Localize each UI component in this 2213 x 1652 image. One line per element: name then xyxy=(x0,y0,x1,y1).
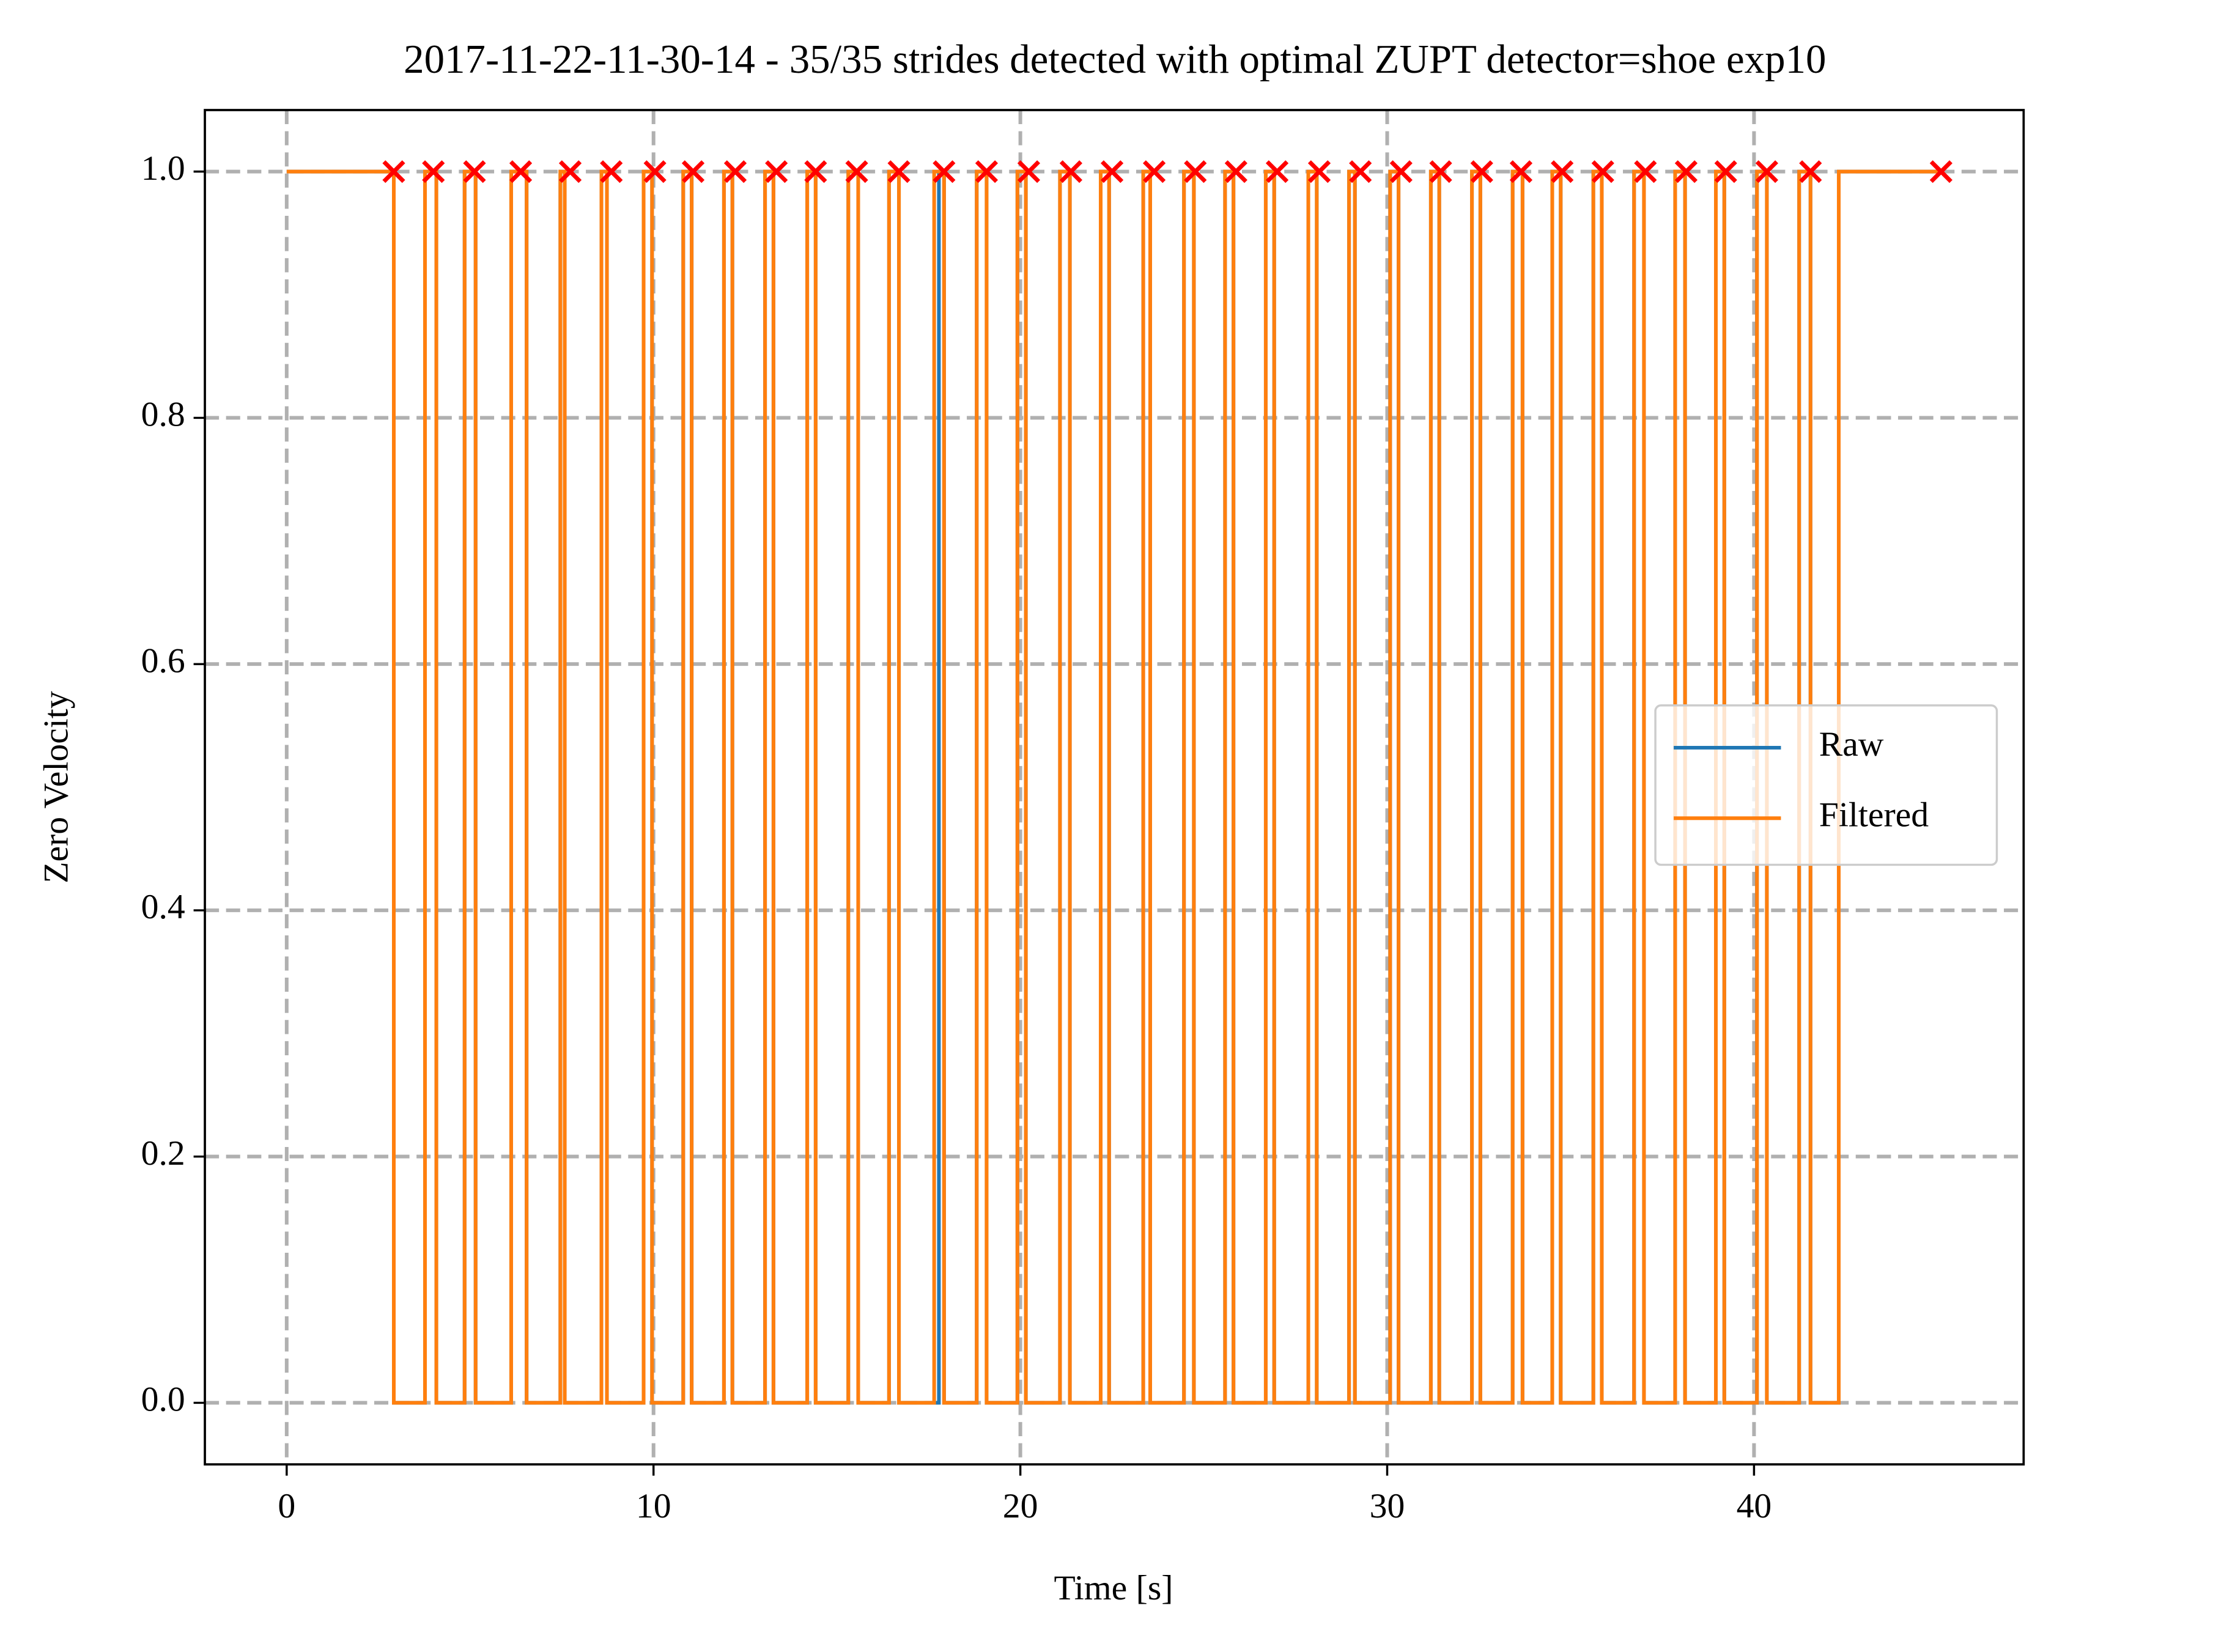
stride-marker xyxy=(1755,160,1778,183)
x-tick-label: 40 xyxy=(1737,1487,1772,1525)
stride-marker xyxy=(1224,160,1247,183)
stride-marker xyxy=(804,160,827,183)
stride-marker xyxy=(975,160,999,183)
stride-marker xyxy=(1265,160,1289,183)
stride-marker xyxy=(1634,160,1657,183)
stride-marker xyxy=(1429,160,1452,183)
chart-title: 2017-11-22-11-30-14 - 35/35 strides dete… xyxy=(404,37,1826,82)
stride-marker xyxy=(1349,160,1372,183)
stride-marker xyxy=(845,160,868,183)
stride-marker xyxy=(723,160,747,183)
stride-marker xyxy=(1100,160,1124,183)
legend: Raw Filtered xyxy=(1654,704,1998,866)
legend-label: Filtered xyxy=(1819,796,1929,835)
x-tick-label: 20 xyxy=(1003,1487,1038,1525)
stride-marker xyxy=(558,160,582,183)
stride-marker xyxy=(765,160,788,183)
y-tick-label: 0.8 xyxy=(141,396,185,434)
stride-marker xyxy=(1470,160,1493,183)
x-tick-label: 0 xyxy=(278,1487,295,1525)
stride-marker xyxy=(887,160,911,183)
stride-marker xyxy=(1551,160,1574,183)
stride-marker xyxy=(681,160,705,183)
x-axis-label: Time [s] xyxy=(1054,1569,1173,1607)
stride-marker xyxy=(1184,160,1207,183)
legend-label: Raw xyxy=(1819,725,1884,764)
stride-marker xyxy=(1591,160,1614,183)
y-tick-label: 0.6 xyxy=(141,641,185,680)
y-tick-label: 1.0 xyxy=(141,149,185,188)
legend-box xyxy=(1654,704,1998,866)
stride-marker xyxy=(600,160,623,183)
stride-marker xyxy=(1017,160,1041,183)
y-tick-label: 0.4 xyxy=(141,888,185,926)
stride-marker xyxy=(463,160,486,183)
data-line xyxy=(286,169,1941,1405)
plot-frame xyxy=(204,109,2025,1466)
stride-marker xyxy=(1929,160,1953,183)
stride-marker xyxy=(643,160,667,183)
y-tick-label: 0.0 xyxy=(141,1381,185,1419)
stride-marker xyxy=(1142,160,1166,183)
stride-marker xyxy=(1674,160,1698,183)
x-tick-label: 30 xyxy=(1370,1487,1405,1525)
stride-marker xyxy=(1714,160,1737,183)
x-tick-label: 10 xyxy=(636,1487,671,1525)
stride-marker xyxy=(422,160,445,183)
stride-marker xyxy=(933,160,956,183)
stride-marker xyxy=(1799,160,1822,183)
stride-marker xyxy=(1389,160,1413,183)
stride-marker xyxy=(1509,160,1533,183)
stride-marker xyxy=(1059,160,1083,183)
y-axis-label: Zero Velocity xyxy=(37,691,76,883)
stride-marker xyxy=(382,160,405,183)
stride-marker xyxy=(1307,160,1331,183)
stride-marker xyxy=(509,160,533,183)
y-tick-label: 0.2 xyxy=(141,1134,185,1173)
